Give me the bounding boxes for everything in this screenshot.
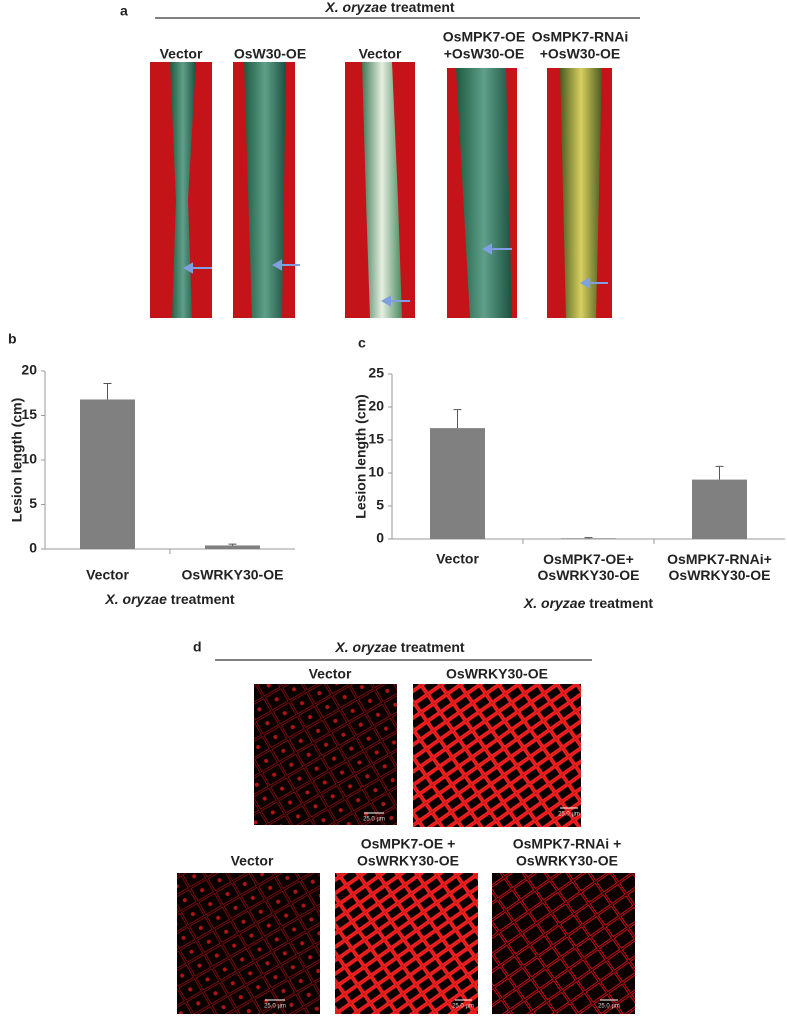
photo-label: OsMPK7-RNAi [532,29,628,45]
micrographs [177,684,635,1014]
scale-bar-label: 25.0 µm [598,1004,620,1010]
scale-bar-label: 25.0 µm [264,1004,286,1010]
scale-bar-label: 25.0 µm [452,1004,474,1010]
panel-letter: d [193,639,202,655]
y-tick-label: 5 [376,497,384,513]
bar [561,538,616,539]
scale-bar-label: 25.0 µm [363,817,385,823]
x-axis-title-part: X. oryzae [104,591,167,607]
photo-label: Vector [160,46,203,62]
y-tick-label: 5 [29,495,37,511]
scale-bars [265,807,618,1001]
x-axis-title-part: X. oryzae [523,595,586,611]
scale-bar-label: 25.0 µm [558,812,580,818]
error-bar [103,382,112,400]
x-axis-title-part: treatment [171,591,235,607]
bar [205,545,260,549]
bar [430,428,485,539]
photo-label: Vector [359,46,402,62]
photo-label: +OsW30-OE [540,46,621,62]
y-tick-label: 10 [368,464,384,480]
x-tick-label: Vector [86,567,129,583]
x-axis-title: X. oryzae treatment [523,595,654,611]
micrograph-label: OsWRKY30-OE [357,853,459,869]
x-axis-title-part: treatment [589,595,653,611]
bar [80,399,135,549]
micrograph-label: OsMPK7-RNAi + [513,836,622,852]
y-tick-label: 20 [368,398,384,414]
y-tick-label: 20 [21,362,37,378]
micrograph-label: Vector [309,666,352,682]
x-tick-label: Vector [436,551,479,567]
y-tick-label: 15 [21,406,37,422]
y-tick-label: 15 [368,431,384,447]
y-axis-title: Lesion length (cm) [9,398,25,522]
panel-letter: b [8,331,17,347]
arrows [182,243,608,307]
photo-label: +OsW30-OE [444,46,525,62]
panel-header: X. oryzae treatment [324,0,455,15]
x-tick-label: OsMPK7-OE+ OsWRKY30-OE [538,551,640,583]
y-tick-label: 0 [29,540,37,556]
panel-letter: c [358,335,366,351]
micrograph-label: OsWRKY30-OE [516,853,618,869]
x-tick-label: OsMPK7-RNAi+ OsWRKY30-OE [667,551,772,583]
bar [692,479,747,539]
error-bar [453,409,462,429]
y-tick-label: 0 [376,530,384,546]
panel-header: X. oryzae treatment [334,639,465,655]
y-axis-title: Lesion length (cm) [353,394,369,518]
y-tick-label: 10 [21,451,37,467]
photo-label: OsMPK7-OE [443,29,525,45]
micrograph-label: Vector [231,853,274,869]
error-bar [715,465,724,480]
x-axis-title: X. oryzae treatment [104,591,235,607]
x-tick-label: OsWRKY30-OE [182,567,284,583]
error-bar [228,543,237,546]
micrograph-label: OsWRKY30-OE [446,666,548,682]
micrograph-label: OsMPK7-OE + [361,836,456,852]
error-bar [584,537,593,539]
panel-letter: a [120,3,128,19]
y-tick-label: 25 [368,365,384,381]
photo-label: OsW30-OE [234,46,306,62]
leaf-photos [150,62,612,318]
